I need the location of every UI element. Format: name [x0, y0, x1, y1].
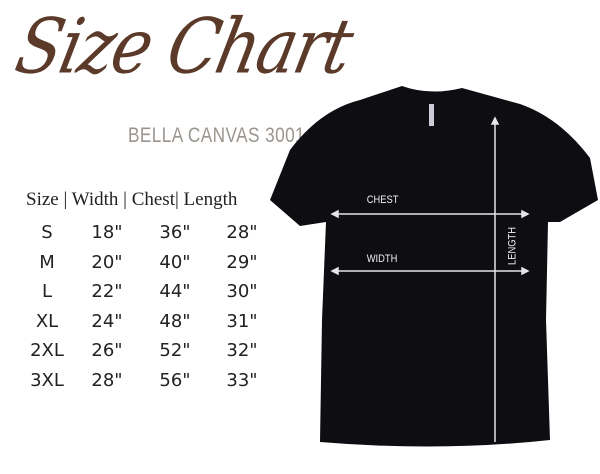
- cell-size: M: [39, 251, 55, 273]
- table-row: S 18" 36" 28": [0, 222, 290, 250]
- cell-size: S: [41, 222, 53, 243]
- cell-size: 3XL: [30, 369, 64, 391]
- table-row: L 22" 44" 30": [0, 281, 290, 309]
- cell-length: 32": [226, 340, 258, 361]
- table-header: Size | Width | Chest| Length: [26, 189, 238, 210]
- cell-length: 33": [226, 369, 258, 391]
- cell-chest: 36": [159, 222, 191, 243]
- cell-width: 26": [91, 340, 123, 361]
- width-label: WIDTH: [366, 253, 398, 265]
- subtitle: BELLA CANVAS 3001: [128, 124, 306, 147]
- cell-size: 2XL: [30, 340, 64, 361]
- cell-length: 28": [226, 222, 258, 243]
- cell-length: 29": [226, 251, 258, 273]
- cell-chest: 44": [159, 281, 191, 302]
- cell-size: XL: [35, 310, 59, 332]
- cell-size: L: [41, 281, 53, 302]
- chest-label: CHEST: [366, 194, 399, 206]
- tshirt-tag: [429, 104, 434, 126]
- cell-chest: 52": [159, 340, 191, 361]
- cell-width: 20": [91, 251, 123, 273]
- table-row: 2XL 26" 52" 32": [0, 340, 290, 368]
- cell-width: 18": [91, 222, 123, 243]
- cell-length: 31": [226, 310, 258, 332]
- cell-width: 22": [91, 281, 123, 302]
- table-row: M 20" 40" 29": [0, 252, 290, 280]
- cell-chest: 40": [159, 251, 191, 273]
- tshirt-shape: [270, 86, 598, 447]
- cell-chest: 56": [159, 369, 191, 391]
- table-row: 3XL 28" 56" 33": [0, 370, 290, 398]
- cell-width: 28": [91, 369, 123, 391]
- cell-width: 24": [91, 310, 123, 332]
- table-row: XL 24" 48" 31": [0, 311, 290, 339]
- length-label: LENGTH: [506, 227, 519, 265]
- cell-length: 30": [226, 281, 258, 302]
- cell-chest: 48": [159, 310, 191, 332]
